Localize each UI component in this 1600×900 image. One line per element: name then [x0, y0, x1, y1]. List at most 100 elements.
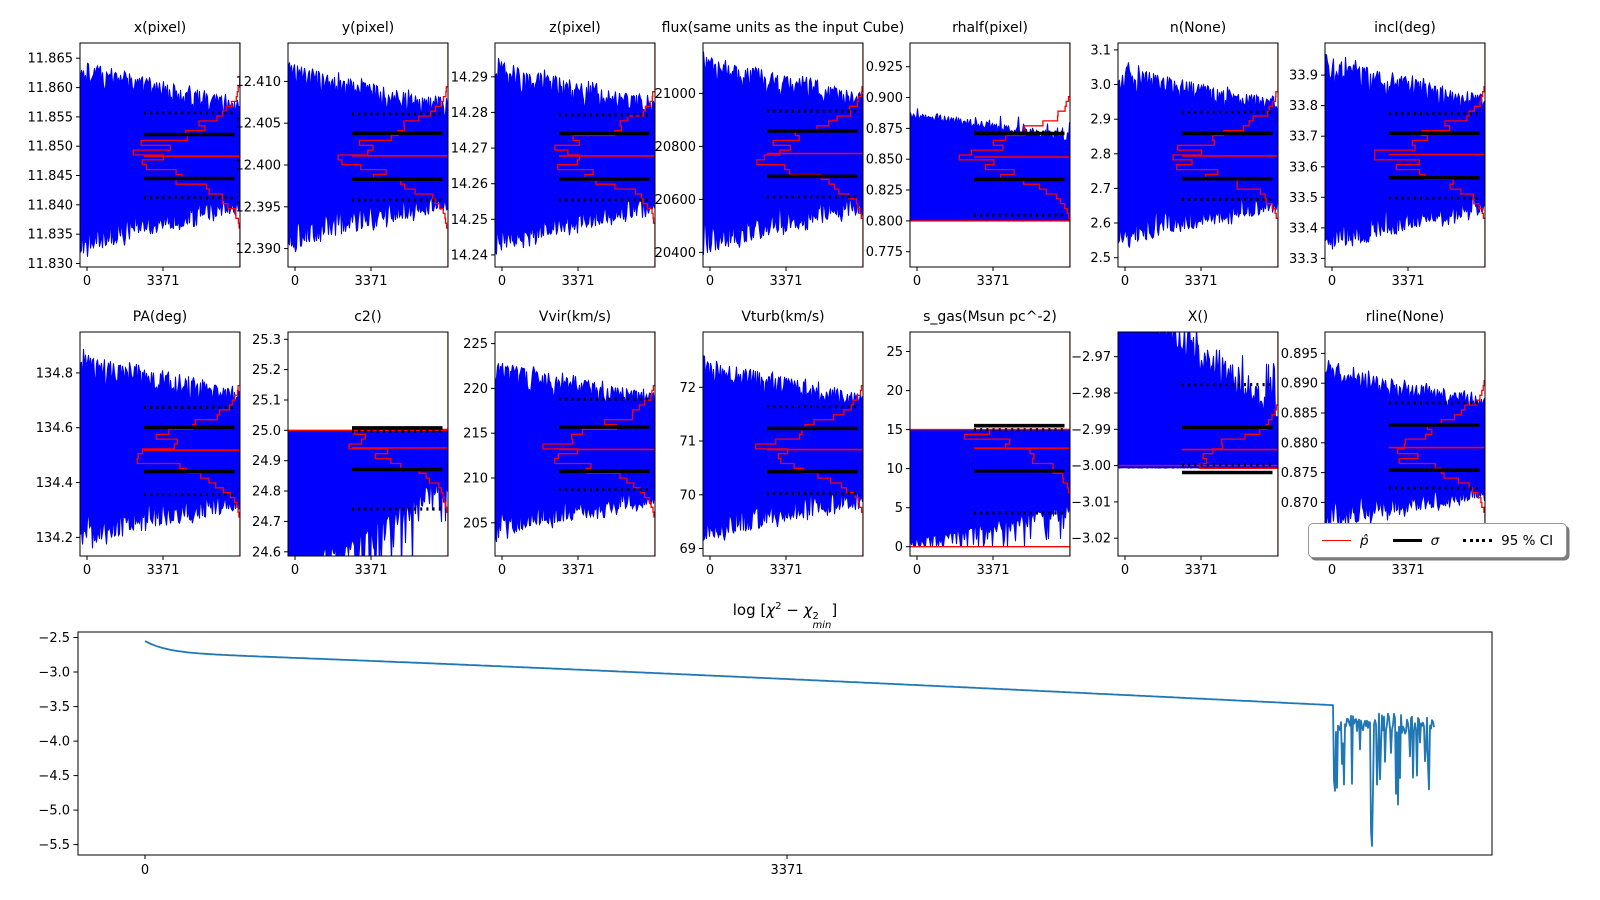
- posterior-histogram: [136, 332, 240, 556]
- panel-flux-same-units-as-the-input-cube: flux(same units as the input Cube) 21000 2…: [654, 20, 904, 289]
- y-tick-label: 70: [679, 488, 696, 503]
- panel-title: incl(deg): [1374, 20, 1436, 36]
- panel-c2: c2() 25.3 25.2 25.1 25.0 24.9 24.8 24.7 24.6 0 337…: [252, 309, 448, 578]
- legend-item-sigma: σ: [1392, 532, 1440, 549]
- x-tick-label: 0: [1328, 274, 1336, 289]
- y-tick-label: 0.875: [1281, 466, 1318, 481]
- sigma-line-sample: [1392, 539, 1422, 542]
- y-tick-label: 2.8: [1090, 147, 1111, 162]
- axes-spines: [79, 331, 241, 557]
- y-tick-label: 72: [679, 381, 696, 396]
- posterior-histogram: [963, 332, 1070, 556]
- y-tick-label: 33.9: [1289, 69, 1318, 84]
- panel-title: X(): [1187, 309, 1208, 325]
- y-tick-label: 2.6: [1090, 217, 1111, 232]
- y-tick-label: −3.00: [1071, 459, 1111, 474]
- ci-line-sample: [1463, 539, 1493, 542]
- panel-title: PA(deg): [133, 309, 187, 325]
- x-tick-label: 3371: [1391, 274, 1424, 289]
- axes-spines: [1324, 42, 1486, 268]
- y-tick-label: 11.840: [28, 198, 74, 213]
- axes-spines: [79, 42, 241, 268]
- posterior-histogram: [754, 332, 863, 556]
- axes-spines: [287, 42, 448, 268]
- panel-title: rline(None): [1366, 309, 1444, 325]
- x-tick-label: 3371: [976, 274, 1009, 289]
- title-sub-min: min: [812, 619, 832, 631]
- legend-label-sigma: σ: [1430, 532, 1440, 549]
- x-tick-label: 0: [913, 274, 921, 289]
- panel-title: c2(): [354, 309, 382, 325]
- y-tick-label: 11.830: [28, 257, 74, 272]
- panel-title: Vvir(km/s): [539, 309, 611, 325]
- y-tick-label: 33.8: [1289, 99, 1318, 114]
- panel-incl-deg: incl(deg) 33.9 33.8 33.7 33.6 33.5 33.4 33.3 0 33…: [1289, 20, 1486, 289]
- panel-y-pixel: y(pixel) 12.410 12.405 12.400 12.395 12.390 0 3…: [235, 20, 448, 289]
- panel-x: X() −2.97 −2.98 −2.99 −3.00 −3.01 −3.02 0 3371: [1071, 309, 1278, 578]
- y-tick-label: 14.28: [451, 106, 488, 121]
- y-tick-label: 0.880: [1281, 436, 1318, 451]
- y-tick-label: 25.0: [252, 424, 281, 439]
- x-tick-label: 3371: [561, 274, 594, 289]
- mcmc-trace: [1325, 360, 1485, 530]
- x-tick-label: 0: [83, 563, 91, 578]
- posterior-histogram: [1171, 43, 1278, 267]
- posterior-histogram: [1396, 332, 1485, 556]
- title-chi1: χ: [766, 601, 776, 619]
- title-sup-sub-stack: 2 min: [812, 612, 832, 631]
- y-tick-label: 12.395: [235, 200, 281, 215]
- y-tick-label: 5: [895, 501, 903, 516]
- axes-spines: [909, 331, 1071, 557]
- y-tick-label: −3.01: [1071, 495, 1111, 510]
- y-tick-label: 0.775: [866, 245, 903, 260]
- posterior-histogram: [336, 43, 448, 267]
- y-tick-label: 21000: [654, 87, 695, 102]
- y-tick-label: 15: [886, 423, 903, 438]
- y-tick-label: 25.1: [252, 394, 281, 409]
- panel-x-pixel: x(pixel) 11.865 11.860 11.855 11.850 11.845 11…: [28, 20, 241, 289]
- y-tick-label: 69: [679, 542, 696, 557]
- panel-title: s_gas(Msun pc^-2): [923, 309, 1057, 325]
- axes-spines: [1117, 42, 1278, 268]
- x-tick-label: 3371: [769, 563, 802, 578]
- y-tick-label: 134.8: [36, 366, 73, 381]
- y-tick-label: 12.410: [235, 75, 281, 90]
- panel-title: x(pixel): [134, 20, 186, 36]
- x-tick-label: 0: [498, 274, 506, 289]
- y-tick-label: −3.5: [38, 700, 70, 715]
- axes-spines: [702, 331, 863, 557]
- x-tick-label: 3371: [1391, 563, 1424, 578]
- y-tick-label: 0.900: [866, 91, 903, 106]
- panel-n-none: n(None) 3.1 3.0 2.9 2.8 2.7 2.6 2.5 0 3371: [1090, 20, 1278, 289]
- y-tick-label: −4.5: [38, 769, 70, 784]
- x-tick-label: 0: [705, 274, 713, 289]
- y-tick-label: 25.3: [252, 333, 281, 348]
- panel-title: Vturb(km/s): [741, 309, 824, 325]
- y-tick-label: 20: [886, 384, 903, 399]
- y-tick-label: 24.9: [252, 454, 281, 469]
- y-tick-label: 12.405: [235, 117, 281, 132]
- y-tick-label: 3.0: [1090, 78, 1111, 93]
- y-tick-label: 14.25: [451, 213, 488, 228]
- mcmc-trace: [495, 363, 655, 543]
- panel-title: z(pixel): [549, 20, 600, 36]
- y-tick-label: −5.5: [38, 838, 70, 853]
- x-tick-label: 3371: [146, 563, 179, 578]
- mcmc-trace: [702, 355, 863, 542]
- y-tick-label: 12.390: [235, 242, 281, 257]
- y-tick-label: −3.02: [1071, 532, 1111, 547]
- y-tick-label: 134.2: [36, 531, 73, 546]
- posterior-histogram: [554, 43, 655, 267]
- y-tick-label: 134.4: [36, 476, 73, 491]
- x-tick-label: 3371: [976, 563, 1009, 578]
- title-close: ]: [831, 601, 838, 619]
- axes-spines: [1117, 331, 1278, 557]
- panel-pa-deg: PA(deg) 134.8 134.6 134.4 134.2 0 3371: [36, 309, 241, 578]
- title-sup1: 2: [775, 601, 782, 612]
- y-tick-label: 33.3: [1289, 252, 1318, 267]
- y-tick-label: 0: [895, 540, 903, 555]
- panel-vturb-km-s: Vturb(km/s) 72 71 70 69 0 3371: [679, 309, 863, 578]
- legend-item-ci: 95 % CI: [1463, 533, 1553, 549]
- y-tick-label: 134.6: [36, 421, 73, 436]
- axes-spines: [494, 42, 656, 268]
